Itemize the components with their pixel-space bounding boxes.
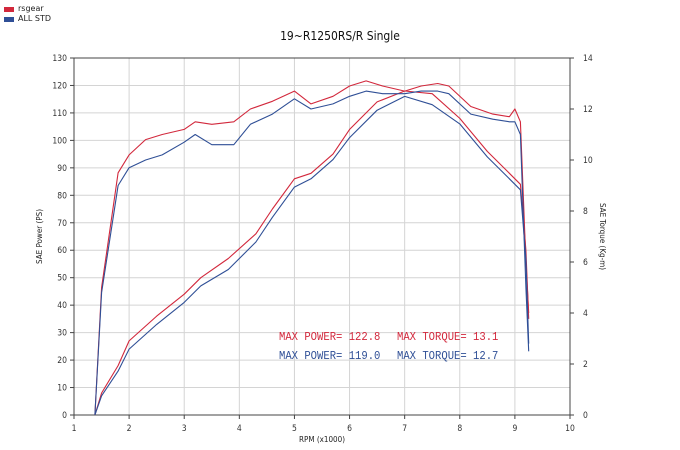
- y-tick-label: 60: [57, 246, 67, 256]
- y2-tick-label: 14: [583, 54, 593, 64]
- y-tick-label: 50: [57, 274, 67, 284]
- y2-tick-label: 12: [583, 105, 593, 115]
- chart-title: 19~R1250RS/R Single: [280, 29, 400, 43]
- legend-item-rsgear: rsgear: [4, 4, 51, 14]
- x-tick-label: 4: [237, 424, 242, 434]
- annotation-rsgear-max-torque: MAX TORQUE= 13.1: [397, 330, 499, 344]
- legend-label-rsgear: rsgear: [18, 4, 44, 13]
- x-axis-label: RPM (x1000): [299, 435, 345, 444]
- y-tick-label: 130: [52, 54, 67, 64]
- x-tick-label: 1: [72, 424, 77, 434]
- x-tick-label: 3: [182, 424, 187, 434]
- y-tick-label: 30: [57, 329, 67, 339]
- y-tick-label: 100: [52, 136, 67, 146]
- y2-axis-label: SAE Torque (Kg-m): [598, 203, 607, 270]
- x-tick-label: 10: [565, 424, 575, 434]
- y-tick-label: 70: [57, 219, 67, 229]
- y2-tick-label: 6: [583, 258, 588, 268]
- y-tick-label: 120: [52, 81, 67, 91]
- legend-swatch-rsgear: [4, 6, 14, 12]
- annotation-std-max-torque: MAX TORQUE= 12.7: [397, 349, 499, 363]
- y-tick-label: 80: [57, 191, 67, 201]
- y2-tick-label: 10: [583, 156, 593, 166]
- x-tick-label: 8: [457, 424, 462, 434]
- legend: rsgear ALL STD: [4, 4, 51, 24]
- legend-swatch-all-std: [4, 16, 14, 22]
- y-tick-label: 10: [57, 384, 67, 394]
- x-tick-label: 2: [127, 424, 132, 434]
- power-curve-rsgear: [94, 90, 530, 416]
- x-tick-label: 7: [402, 424, 407, 434]
- annotation-rsgear-max-power: MAX POWER= 122.8: [279, 330, 381, 344]
- y2-tick-label: 8: [583, 207, 588, 217]
- y-tick-label: 20: [57, 356, 67, 366]
- y-tick-label: 90: [57, 164, 67, 174]
- torque-curve-rsgear: [94, 80, 530, 416]
- torque-curve-all-std: [94, 90, 530, 416]
- x-tick-label: 9: [512, 424, 517, 434]
- y-tick-label: 40: [57, 301, 67, 311]
- legend-label-all-std: ALL STD: [18, 14, 52, 23]
- x-tick-label: 5: [292, 424, 297, 434]
- plot-frame: [73, 57, 571, 416]
- y-axis-label: SAE Power (PS): [35, 209, 44, 264]
- x-tick-label: 6: [347, 424, 352, 434]
- y2-tick-label: 0: [583, 411, 588, 421]
- power-curve-all-std: [94, 95, 530, 416]
- legend-item-all-std: ALL STD: [4, 14, 51, 24]
- annotation-std-max-power: MAX POWER= 119.0: [279, 349, 381, 363]
- y-tick-label: 0: [62, 411, 67, 421]
- y-tick-label: 110: [52, 109, 67, 119]
- y2-tick-label: 4: [583, 309, 588, 319]
- y2-tick-label: 2: [583, 360, 588, 370]
